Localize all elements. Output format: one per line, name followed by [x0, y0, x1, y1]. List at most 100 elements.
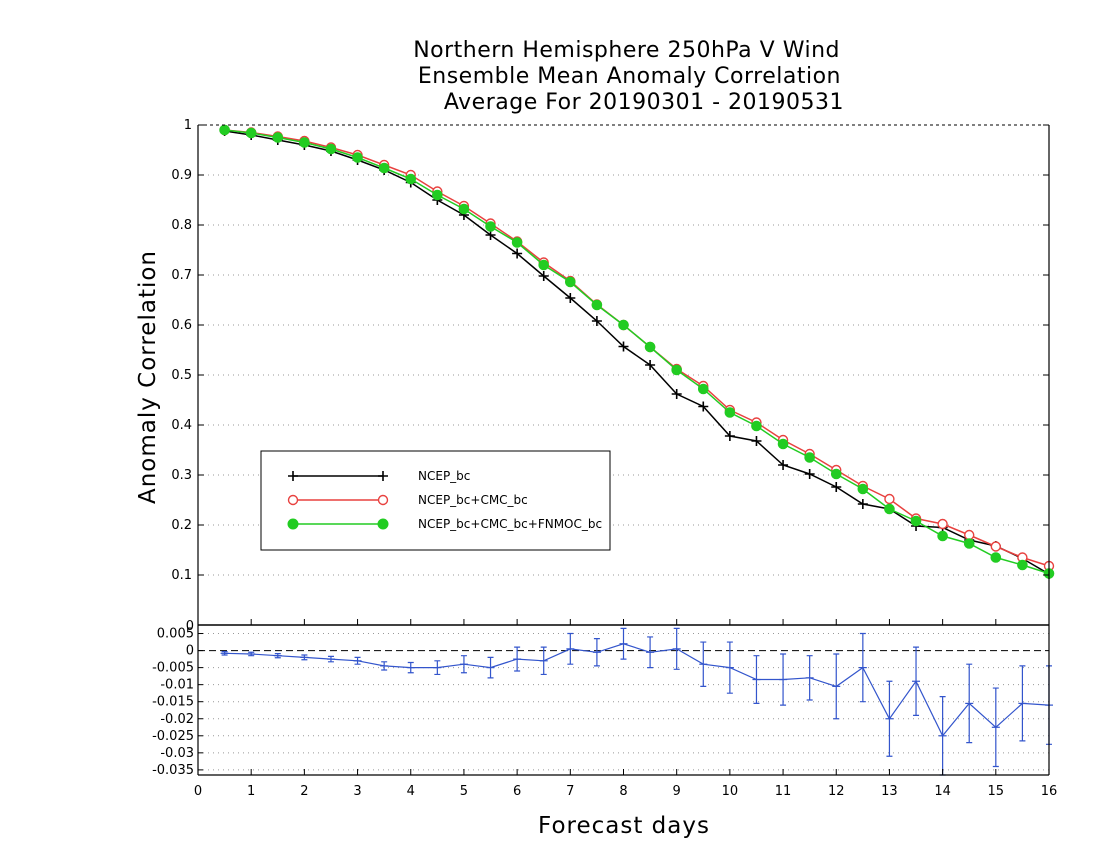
- data-point-filled-circle: [432, 189, 443, 201]
- legend-label: NCEP_bc: [418, 469, 470, 483]
- difference-line: [224, 643, 1050, 737]
- top-y-tick-label: 0.8: [171, 218, 192, 233]
- top-y-tick-label: 0.9: [171, 168, 192, 183]
- data-point-filled-circle: [485, 221, 496, 232]
- x-tick-label: 16: [1041, 784, 1058, 799]
- data-point-filled-circle: [352, 152, 363, 163]
- data-point-filled-circle: [857, 483, 869, 495]
- x-axis-title: Forecast days: [538, 813, 710, 839]
- data-point-plus: [512, 248, 523, 259]
- data-point-plus: [618, 341, 629, 352]
- data-point-plus: [804, 469, 815, 479]
- data-point-open-circle: [937, 518, 948, 530]
- data-point-filled-circle: [644, 341, 656, 353]
- data-point-open-circle: [964, 529, 975, 541]
- axes: [197, 124, 1050, 776]
- series-lines: [219, 124, 1055, 776]
- data-point-filled-circle: [751, 420, 762, 432]
- data-point-plus: [698, 401, 709, 412]
- data-point-filled-circle: [777, 438, 789, 450]
- data-point-plus: [591, 316, 602, 326]
- bottom-y-tick-label: 0: [186, 644, 194, 659]
- bottom-y-top-label: 0: [186, 619, 194, 634]
- x-tick-label: 11: [775, 784, 792, 799]
- data-point-filled-circle: [724, 407, 736, 418]
- bottom-y-tick-label: -0.03: [160, 746, 194, 761]
- legend-marker-open-circle: [377, 494, 389, 506]
- data-point-filled-circle: [990, 552, 1002, 563]
- x-tick-label: 1: [247, 784, 255, 799]
- data-point-filled-circle: [272, 132, 284, 143]
- data-point-plus: [857, 499, 868, 509]
- data-point-filled-circle: [671, 364, 682, 376]
- bottom-y-tick-label: -0.02: [160, 712, 194, 727]
- data-point-plus: [831, 482, 842, 492]
- data-point-filled-circle: [325, 143, 337, 155]
- data-point-filled-circle: [804, 452, 815, 463]
- legend-label: NCEP_bc+CMC_bc+FNMOC_bc: [418, 517, 602, 531]
- top-y-tick-label: 0.3: [171, 468, 192, 483]
- tick-marks: [197, 124, 1050, 775]
- x-tick-label: 10: [722, 784, 739, 799]
- x-tick-label: 4: [407, 784, 415, 799]
- data-point-filled-circle: [1017, 559, 1028, 571]
- data-point-filled-circle: [245, 127, 257, 139]
- x-tick-label: 7: [566, 784, 574, 799]
- data-point-filled-circle: [538, 259, 550, 271]
- legend-marker-plus: [378, 471, 388, 481]
- chart-title: Northern Hemisphere 250hPa V Wind Ensemb…: [300, 38, 940, 116]
- x-tick-label: 0: [194, 784, 202, 799]
- data-point-plus: [538, 271, 549, 281]
- data-point-filled-circle: [299, 137, 310, 148]
- legend-marker-filled-circle: [377, 518, 389, 530]
- x-tick-label: 3: [353, 784, 361, 799]
- bottom-y-tick-label: -0.025: [152, 729, 194, 744]
- x-tick-label: 14: [934, 784, 951, 799]
- x-tick-label: 12: [828, 784, 845, 799]
- data-point-filled-circle: [830, 468, 842, 480]
- x-tick-label: 9: [673, 784, 681, 799]
- x-tick-label: 5: [460, 784, 468, 799]
- bottom-y-tick-label: -0.005: [152, 661, 194, 676]
- data-point-plus: [778, 460, 789, 470]
- legend-marker-plus: [288, 471, 298, 481]
- data-point-plus: [565, 293, 576, 303]
- data-point-filled-circle: [565, 276, 576, 288]
- bottom-y-tick-label: -0.015: [152, 695, 194, 710]
- top-y-tick-label: 0.7: [171, 268, 192, 283]
- top-y-tick-label: 0.2: [171, 518, 192, 533]
- data-point-filled-circle: [405, 173, 417, 185]
- chart-title-line-2: Ensemble Mean Anomaly Correlation: [417, 64, 841, 89]
- data-point-filled-circle: [937, 530, 948, 542]
- data-point-plus: [751, 436, 762, 446]
- bottom-y-tick-label: 0.005: [157, 627, 194, 642]
- data-point-open-circle: [884, 493, 895, 505]
- legend-marker-filled-circle: [287, 518, 299, 530]
- data-point-plus: [645, 360, 656, 370]
- x-tick-label: 8: [619, 784, 627, 799]
- data-point-plus: [671, 389, 682, 399]
- data-point-filled-circle: [910, 515, 922, 527]
- data-point-open-circle: [990, 541, 1002, 552]
- series-3: [219, 124, 1055, 579]
- data-point-plus: [724, 431, 735, 441]
- x-tick-label: 13: [881, 784, 898, 799]
- data-point-filled-circle: [591, 299, 603, 311]
- top-y-tick-label: 0.5: [171, 368, 192, 383]
- top-y-tick-label: 0.1: [171, 568, 192, 583]
- top-y-tick-label: 0.6: [171, 318, 192, 333]
- x-tick-label: 15: [988, 784, 1005, 799]
- difference-series: [220, 627, 1053, 776]
- bottom-y-tick-label: -0.035: [152, 763, 194, 778]
- top-y-tick-label: 1: [184, 118, 192, 133]
- data-point-filled-circle: [697, 383, 709, 395]
- data-point-filled-circle: [963, 538, 975, 549]
- legend-label: NCEP_bc+CMC_bc: [418, 493, 528, 507]
- tick-labels: 0.10.20.30.40.50.60.70.80.910.0050-0.005…: [152, 118, 1057, 799]
- data-point-filled-circle: [378, 162, 390, 174]
- legend: NCEP_bc NCEP_bc+CMC_bc NCEP_bc+CMC_bc+FNMO…: [260, 450, 611, 551]
- chart-title-line-1: Northern Hemisphere 250hPa V Wind: [413, 38, 840, 63]
- x-tick-label: 2: [300, 784, 308, 799]
- x-tick-label: 6: [513, 784, 521, 799]
